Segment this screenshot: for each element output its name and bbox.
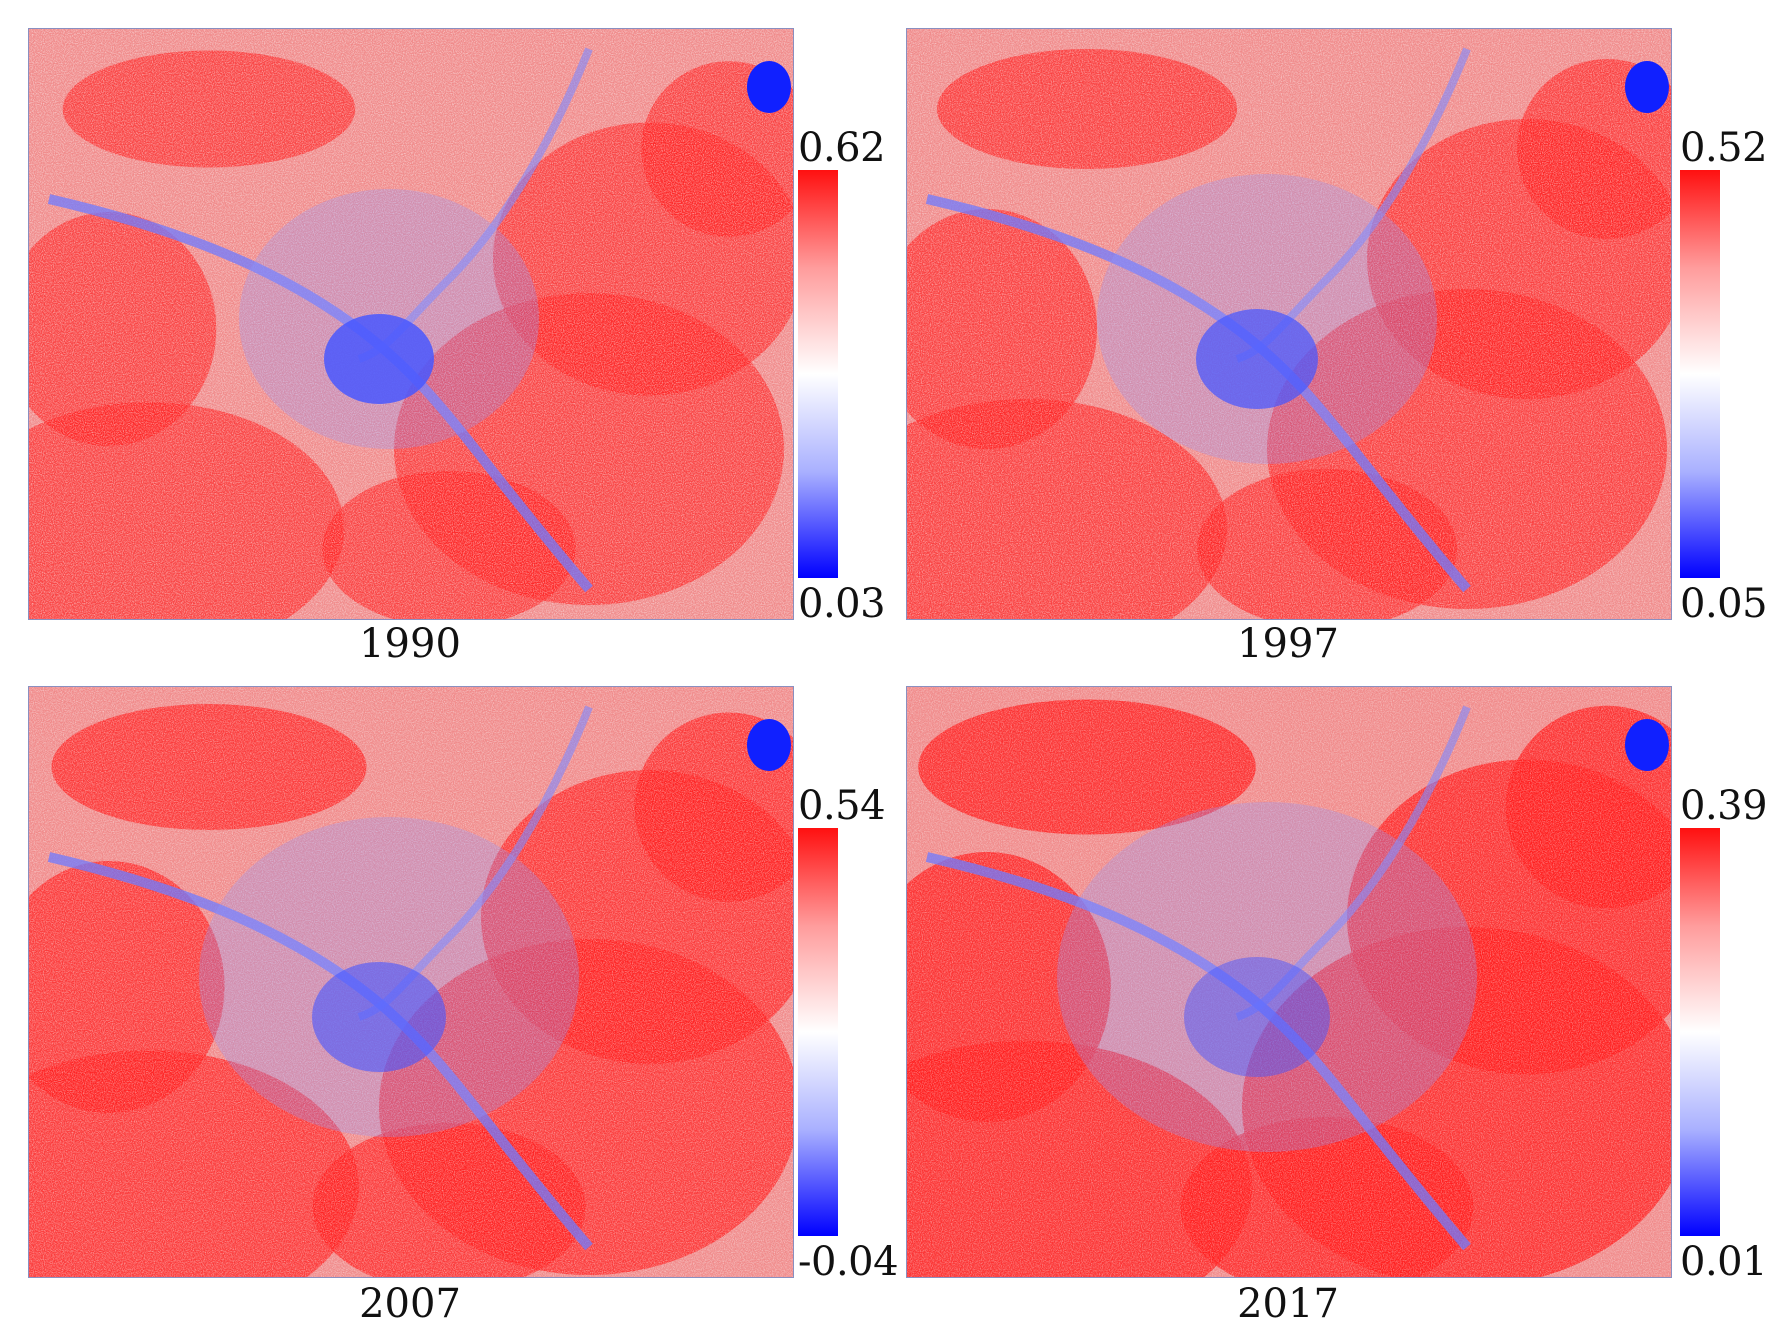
blue-lake [747, 61, 791, 113]
year-label-1990: 1990 [359, 621, 461, 667]
year-label-1997: 1997 [1237, 621, 1339, 667]
blue-urban-core [324, 314, 434, 404]
year-label-2007: 2007 [359, 1281, 461, 1327]
blue-urban-halo [1097, 174, 1437, 464]
colorbar-1990 [798, 170, 838, 578]
map-2007-raster [29, 687, 793, 1277]
colorbar-max-2017: 0.39 [1680, 783, 1768, 829]
blue-lake [1625, 719, 1669, 771]
map-2017-raster [907, 687, 1671, 1277]
blue-urban-core [312, 962, 446, 1072]
colorbar-min-2017: 0.01 [1680, 1239, 1768, 1285]
blue-urban-halo [239, 189, 539, 449]
blue-urban-core [1196, 309, 1318, 409]
blue-corridor [925, 852, 1471, 1251]
map-2007 [28, 686, 794, 1278]
colorbar-2007 [798, 828, 838, 1236]
colorbar-max-1990: 0.62 [798, 125, 886, 171]
map-2017 [906, 686, 1672, 1278]
colorbar-min-1997: 0.05 [1680, 581, 1768, 627]
colorbar-min-2007: -0.04 [798, 1239, 899, 1285]
map-1997 [906, 28, 1672, 620]
colorbar-min-1990: 0.03 [798, 581, 886, 627]
blue-urban-halo [199, 817, 579, 1137]
colorbar-max-1997: 0.52 [1680, 125, 1768, 171]
colorbar-2017 [1680, 828, 1720, 1236]
map-1990-raster [29, 29, 793, 619]
colorbar-1997 [1680, 170, 1720, 578]
map-1990 [28, 28, 794, 620]
blue-lake [1625, 61, 1669, 113]
blue-lake [747, 719, 791, 771]
blue-urban-core [1184, 957, 1330, 1077]
year-label-2017: 2017 [1237, 1281, 1339, 1327]
map-1997-raster [907, 29, 1671, 619]
blue-corridor [1235, 705, 1471, 1021]
blue-urban-halo [1057, 802, 1477, 1152]
colorbar-max-2007: 0.54 [798, 783, 886, 829]
